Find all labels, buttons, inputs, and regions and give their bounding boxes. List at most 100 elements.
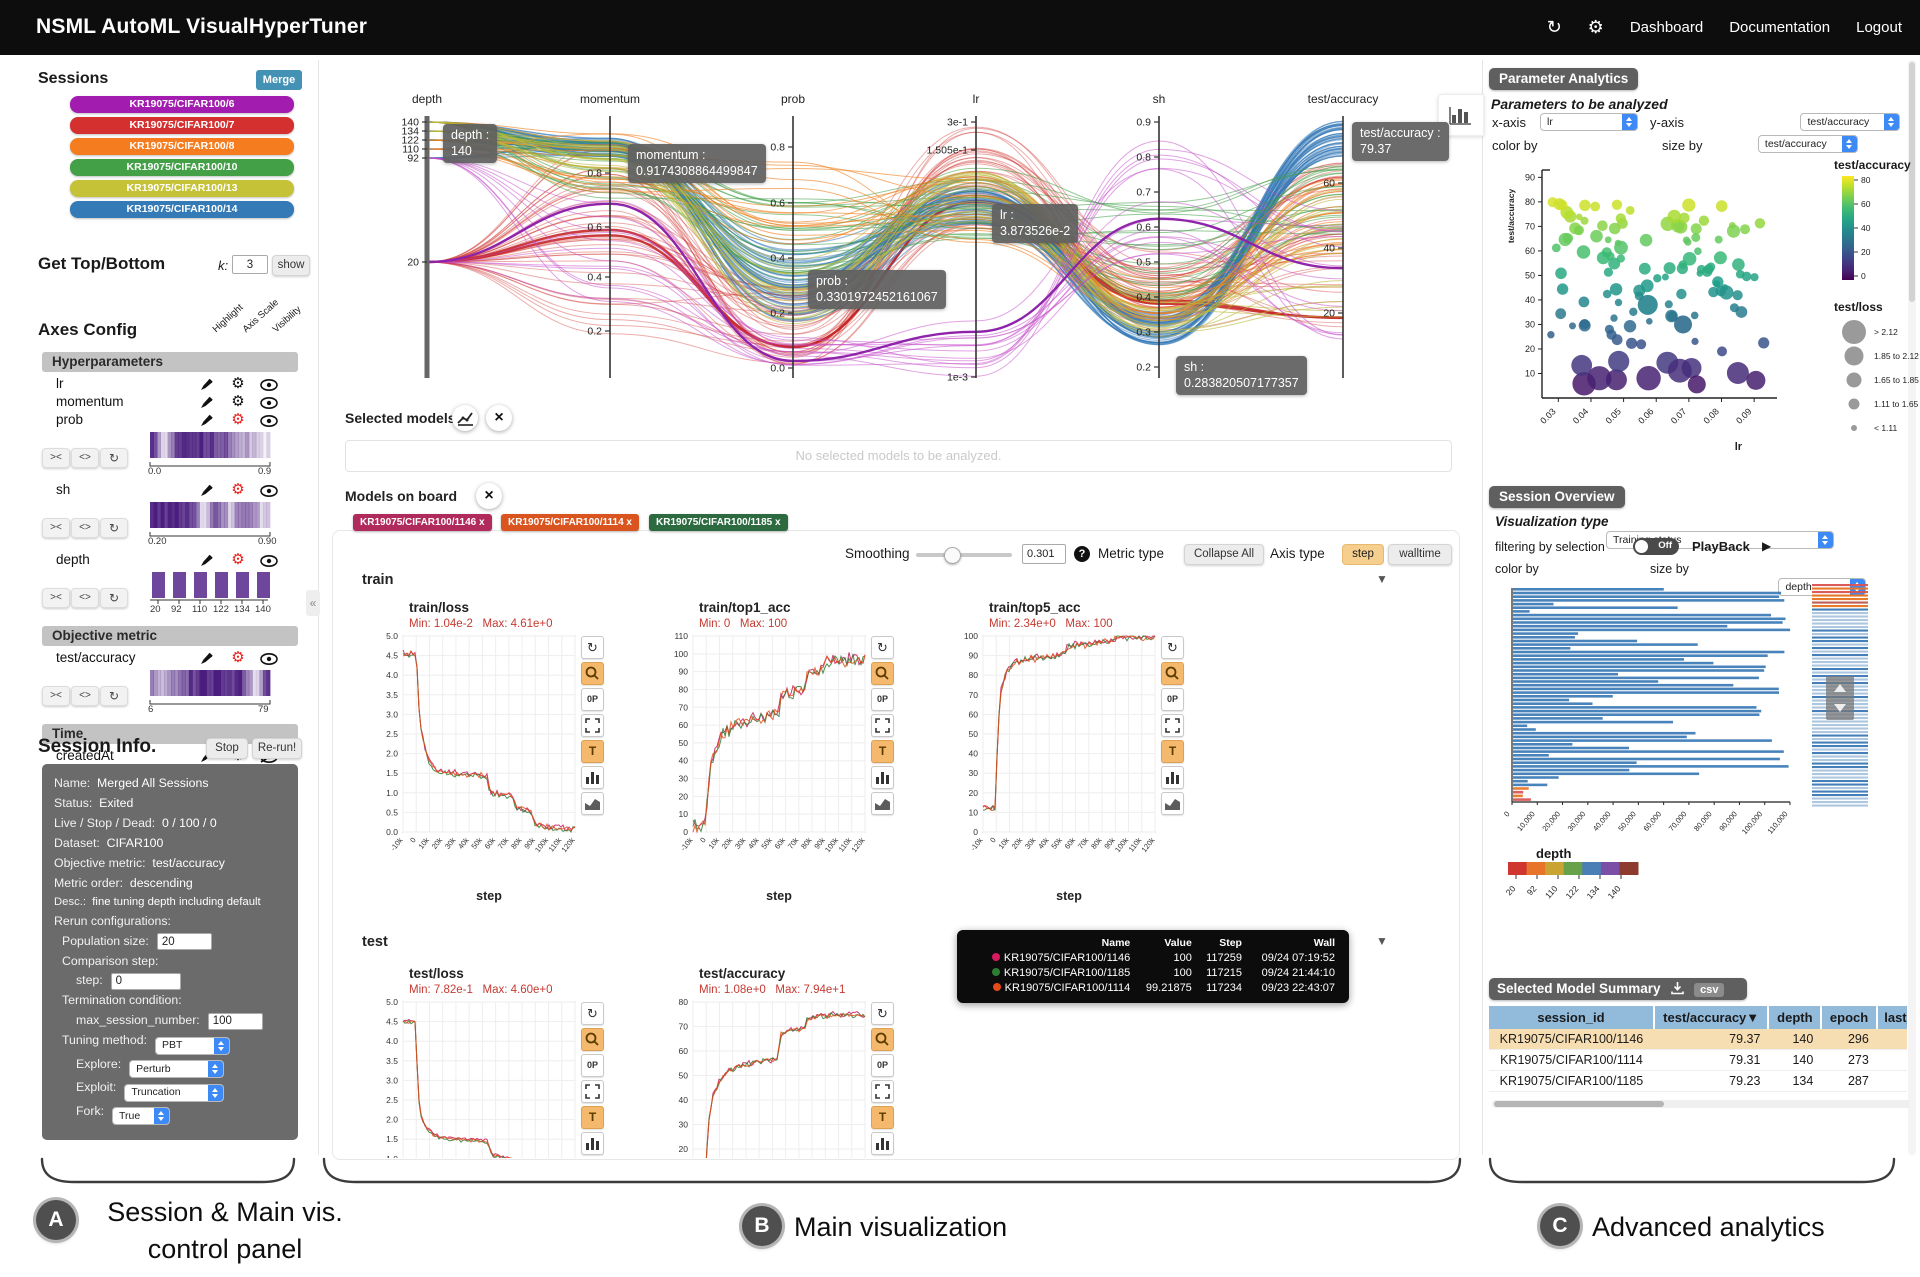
session-pill[interactable]: KR19075/CIFAR100/14 [70, 201, 294, 218]
highlight-pen-icon[interactable] [198, 553, 214, 569]
summary-header-1[interactable]: test/accuracy▼ [1653, 1006, 1770, 1029]
metric-chart-test_loss[interactable]: test/loss Min: 7.82e-1 Max: 4.60e+0 5.0 4.5… [345, 966, 645, 1158]
play-icon[interactable]: ▶ [1762, 539, 1772, 553]
bar-view-icon[interactable] [871, 1132, 894, 1155]
session-pill[interactable]: KR19075/CIFAR100/6 [70, 96, 294, 113]
parameter-scatter-svg[interactable]: 90 80 70 60 50 40 30 20 10 0.03 0.04 0.05 0.06 0.07 0.… [1496, 156, 1826, 466]
gear-icon[interactable]: ⚙ [1587, 17, 1604, 37]
axis-type-step-button[interactable]: step [1342, 544, 1384, 565]
bar-view-icon[interactable] [871, 766, 894, 789]
nav-logout[interactable]: Logout [1856, 19, 1902, 36]
yaxis-select[interactable]: test/accuracy [1800, 113, 1901, 131]
session-pill[interactable]: KR19075/CIFAR100/8 [70, 138, 294, 155]
tooltip-toggle-button[interactable]: T [581, 1106, 604, 1129]
info-select[interactable]: PBT [155, 1036, 230, 1055]
selected-models-chart-button[interactable] [452, 405, 478, 431]
metric-chart-test_acc[interactable]: test/accuracy Min: 1.08e+0 Max: 7.94e+1 80… [635, 966, 935, 1158]
download-icon[interactable] [1670, 981, 1685, 995]
refresh-icon[interactable]: ↻ [581, 1002, 604, 1025]
highlight-pen-icon[interactable] [198, 395, 214, 411]
info-select[interactable]: Perturb [129, 1060, 225, 1079]
area-view-icon[interactable] [871, 792, 894, 815]
visibility-eye-icon[interactable] [260, 415, 278, 427]
axis-scale-gear-icon[interactable]: ⚙ [231, 551, 245, 568]
collapse-panel-handle[interactable]: « [306, 590, 320, 616]
chip-close-icon[interactable]: x [772, 517, 781, 528]
axis-scale-gear-icon[interactable]: ⚙ [231, 375, 245, 392]
info-input[interactable] [156, 933, 212, 951]
overview-bars-svg[interactable]: 0 10,000 20,000 30,000 40,000 50,000 60,000 70,… [1498, 584, 1810, 852]
bar-view-icon[interactable] [581, 766, 604, 789]
range-zoom-in-button[interactable]: >< [42, 448, 70, 468]
value-distribution-histogram[interactable] [150, 572, 270, 604]
op-toggle-button[interactable]: 0P [871, 688, 894, 711]
refresh-icon[interactable]: ↻ [871, 636, 894, 659]
zoom-icon[interactable] [581, 1028, 604, 1051]
table-hscrollbar-thumb[interactable] [1494, 1101, 1664, 1107]
value-distribution-histogram[interactable] [149, 670, 271, 705]
op-toggle-button[interactable]: 0P [871, 1054, 894, 1077]
range-zoom-out-button[interactable]: <> [71, 448, 99, 468]
tooltip-toggle-button[interactable]: T [871, 740, 894, 763]
slider-knob[interactable] [944, 547, 961, 564]
session-pill[interactable]: KR19075/CIFAR100/10 [70, 159, 294, 176]
nav-dashboard[interactable]: Dashboard [1629, 19, 1704, 36]
bar-view-icon[interactable] [581, 1132, 604, 1155]
summary-header-3[interactable]: epoch [1821, 1006, 1878, 1029]
tooltip-toggle-button[interactable]: T [581, 740, 604, 763]
xaxis-select[interactable]: lr [1540, 113, 1638, 131]
zoom-icon[interactable] [581, 662, 604, 685]
table-hscrollbar[interactable] [1492, 1100, 1910, 1108]
k-input[interactable] [232, 255, 268, 274]
csv-button[interactable]: csv [1694, 983, 1725, 997]
range-zoom-in-button[interactable]: >< [42, 588, 70, 608]
range-zoom-in-button[interactable]: >< [42, 686, 70, 706]
axis-scale-gear-icon[interactable]: ⚙ [231, 481, 245, 498]
refresh-icon[interactable]: ↻ [1546, 17, 1562, 37]
overview-minimap-svg[interactable] [1812, 584, 1870, 816]
visibility-eye-icon[interactable] [260, 653, 278, 665]
nav-documentation[interactable]: Documentation [1729, 19, 1831, 36]
stop-button[interactable]: Stop [206, 738, 248, 759]
zoom-icon[interactable] [1161, 662, 1184, 685]
right-scrollbar-thumb[interactable] [1909, 62, 1915, 302]
selected-models-clear-button[interactable]: × [486, 405, 512, 431]
show-button[interactable]: show [272, 255, 310, 276]
value-distribution-histogram[interactable] [149, 432, 271, 467]
session-pill[interactable]: KR19075/CIFAR100/7 [70, 117, 294, 134]
info-input[interactable] [207, 1012, 263, 1030]
summary-header-0[interactable]: session_id [1489, 1006, 1655, 1029]
fullscreen-icon[interactable] [1161, 714, 1184, 737]
axis-scale-gear-icon[interactable]: ⚙ [231, 393, 245, 410]
summary-header-2[interactable]: depth [1768, 1006, 1823, 1029]
metric-chart-train_top1[interactable]: train/top1_acc Min: 0 Max: 100 110 100 90 80 7… [635, 600, 935, 910]
op-toggle-button[interactable]: 0P [1161, 688, 1184, 711]
metric-chart-train_top5[interactable]: train/top5_acc Min: 2.34e+0 Max: 100 100 90… [925, 600, 1225, 910]
range-zoom-out-button[interactable]: <> [71, 518, 99, 538]
refresh-icon[interactable]: ↻ [581, 636, 604, 659]
fullscreen-icon[interactable] [871, 714, 894, 737]
parallel-coordinates-svg[interactable]: depth1401341221109220momentum0.80.60.40.… [330, 78, 1470, 408]
range-reset-button[interactable]: ↻ [100, 518, 128, 538]
range-reset-button[interactable]: ↻ [100, 686, 128, 706]
chip-close-icon[interactable]: x [623, 517, 632, 528]
visibility-eye-icon[interactable] [260, 397, 278, 409]
colorby-select[interactable]: test/accuracy [1757, 135, 1858, 153]
highlight-pen-icon[interactable] [198, 413, 214, 429]
models-on-board-clear-button[interactable]: × [476, 483, 502, 509]
parallel-coordinates[interactable]: depth 140 134 122 110 92 20 momentum 0.8 0.6 0.4 0.… [330, 78, 1470, 408]
range-zoom-out-button[interactable]: <> [71, 588, 99, 608]
range-reset-button[interactable]: ↻ [100, 448, 128, 468]
refresh-icon[interactable]: ↻ [871, 1002, 894, 1025]
info-input[interactable] [110, 972, 181, 990]
highlight-pen-icon[interactable] [198, 651, 214, 667]
area-view-icon[interactable] [581, 792, 604, 815]
tooltip-toggle-button[interactable]: T [1161, 740, 1184, 763]
tooltip-toggle-button[interactable]: T [871, 1106, 894, 1129]
session-pill[interactable]: KR19075/CIFAR100/13 [70, 180, 294, 197]
rerun-button[interactable]: Re-run! [252, 738, 302, 759]
visibility-eye-icon[interactable] [260, 485, 278, 497]
